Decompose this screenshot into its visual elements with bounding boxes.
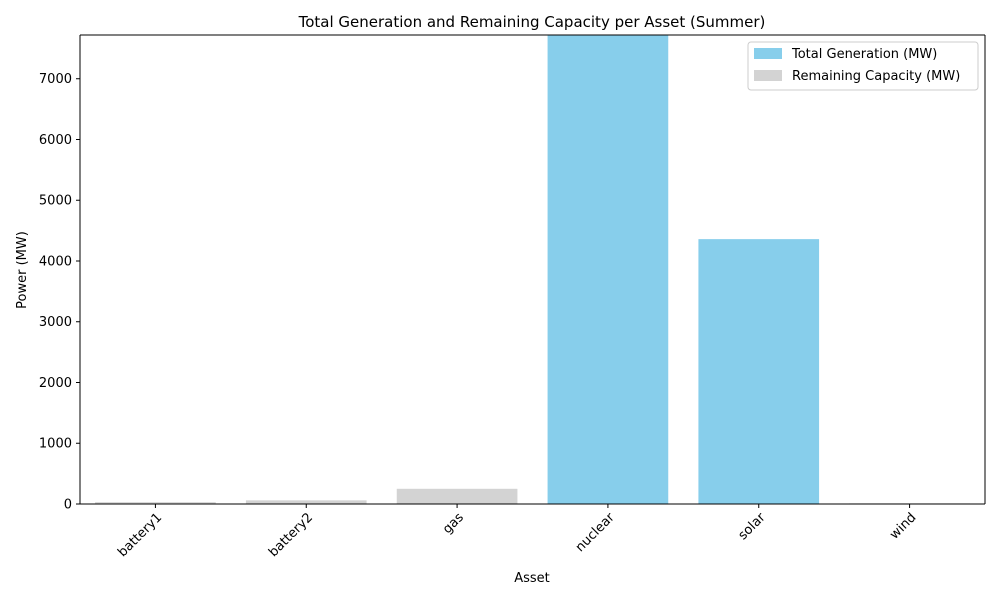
legend-swatch-remaining-capacity: [754, 70, 782, 81]
x-tick-label: battery1: [115, 510, 165, 560]
y-tick-label: 2000: [39, 376, 72, 391]
legend: Total Generation (MW) Remaining Capacity…: [747, 41, 979, 91]
x-axis-ticks: battery1 battery2 gas nuclear solar wind: [115, 504, 919, 560]
y-tick-label: 7000: [39, 72, 72, 87]
bar-solar-series-0: [698, 239, 820, 504]
y-tick-label: 4000: [39, 254, 72, 269]
y-tick-label: 0: [64, 498, 72, 513]
x-tick-label: solar: [736, 510, 769, 543]
legend-frame: [747, 41, 979, 91]
bars-layer: [95, 35, 970, 504]
bar-battery1-series-1: [95, 502, 216, 504]
axes-frame: [79, 34, 986, 505]
x-tick-label: nuclear: [573, 510, 618, 555]
y-tick-label: 3000: [39, 315, 72, 330]
bar-battery2-series-1: [245, 500, 367, 504]
y-axis-ticks: 0 1000 2000 3000 4000 5000 6000 7000: [39, 72, 80, 513]
y-tick-label: 6000: [39, 133, 72, 148]
x-tick-label: gas: [440, 510, 467, 537]
x-tick-label: wind: [887, 510, 919, 542]
y-tick-label: 5000: [39, 194, 72, 209]
x-axis-label: Asset: [514, 571, 550, 586]
bar-gas-series-1: [396, 488, 518, 504]
legend-swatch-total-generation: [754, 48, 782, 59]
chart-title: Total Generation and Remaining Capacity …: [298, 13, 766, 31]
y-tick-label: 1000: [39, 437, 72, 452]
bar-nuclear-series-0: [547, 35, 669, 504]
y-axis-label: Power (MW): [15, 231, 30, 309]
legend-label-total-generation: Total Generation (MW): [791, 47, 937, 62]
x-tick-label: battery2: [266, 510, 316, 560]
legend-label-remaining-capacity: Remaining Capacity (MW): [792, 69, 960, 84]
